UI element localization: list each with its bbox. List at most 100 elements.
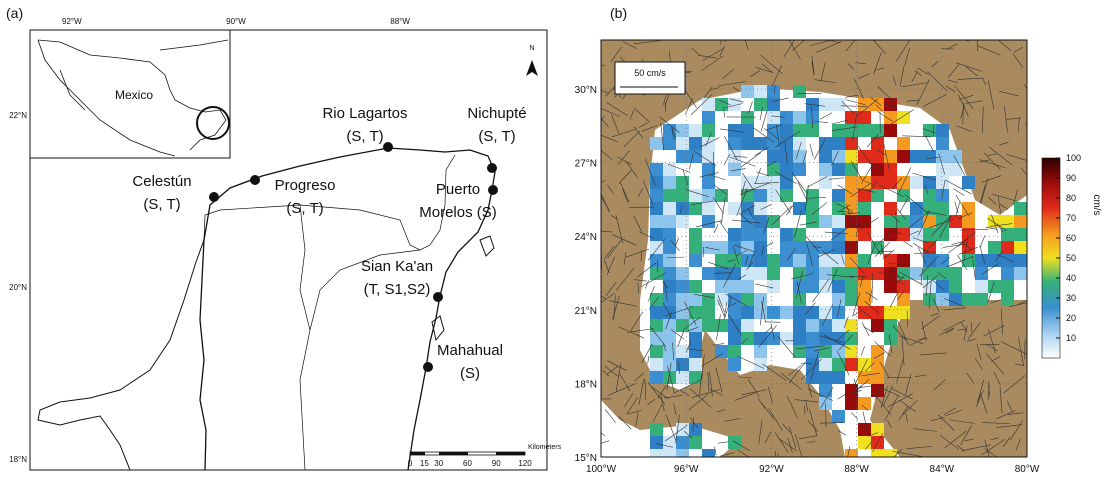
- velocity-cell: [793, 254, 806, 267]
- velocity-cell: [663, 306, 676, 319]
- velocity-cell: [923, 228, 936, 241]
- lon-tick-label: 92°W: [62, 17, 82, 26]
- velocity-cell: [754, 215, 767, 228]
- velocity-cell: [663, 137, 676, 150]
- velocity-cell: [819, 345, 832, 358]
- velocity-cell: [936, 150, 949, 163]
- velocity-cell: [689, 293, 702, 306]
- colorbar-tick-label: 10: [1066, 333, 1076, 343]
- velocity-cell: [871, 189, 884, 202]
- site-marker: [209, 192, 219, 202]
- site-label: (S): [460, 365, 480, 382]
- velocity-cell: [1014, 215, 1027, 228]
- velocity-vector: [583, 271, 601, 293]
- velocity-cell: [871, 241, 884, 254]
- velocity-cell: [832, 293, 845, 306]
- velocity-cell: [884, 163, 897, 176]
- velocity-cell: [1001, 267, 1014, 280]
- site-label: Progreso: [275, 177, 336, 194]
- velocity-cell: [689, 436, 702, 449]
- colorbar-tick-label: 70: [1066, 213, 1076, 223]
- velocity-cell: [767, 189, 780, 202]
- velocity-cell: [702, 449, 715, 462]
- velocity-cell: [650, 137, 663, 150]
- velocity-cell: [832, 371, 845, 384]
- velocity-cell: [858, 202, 871, 215]
- velocity-cell: [728, 202, 741, 215]
- figure: (a) (b) Mexico N Kilometers 50 cm/s cm/s…: [0, 0, 1102, 494]
- velocity-cell: [936, 267, 949, 280]
- velocity-cell: [702, 215, 715, 228]
- velocity-cell: [676, 306, 689, 319]
- velocity-cell: [793, 85, 806, 98]
- velocity-cell: [663, 345, 676, 358]
- velocity-cell: [702, 124, 715, 137]
- lon-tick-label: 100°W: [586, 464, 617, 475]
- site-label: (S, T): [143, 196, 180, 213]
- site-label: Mahahual: [437, 342, 503, 359]
- velocity-cell: [676, 267, 689, 280]
- velocity-cell: [819, 163, 832, 176]
- velocity-cell: [754, 332, 767, 345]
- velocity-vector: [858, 24, 869, 40]
- velocity-cell: [702, 306, 715, 319]
- lon-tick-label: 96°W: [674, 464, 699, 475]
- velocity-cell: [1014, 202, 1027, 215]
- velocity-cell: [845, 345, 858, 358]
- lat-tick-label: 30°N: [575, 85, 597, 96]
- velocity-cell: [897, 293, 910, 306]
- velocity-cell: [858, 215, 871, 228]
- velocity-cell: [832, 410, 845, 423]
- site-label: (S, T): [478, 128, 515, 145]
- velocity-cell: [793, 319, 806, 332]
- lon-tick-label: 80°W: [1015, 464, 1040, 475]
- velocity-cell: [767, 150, 780, 163]
- velocity-cell: [728, 332, 741, 345]
- velocity-cell: [689, 306, 702, 319]
- velocity-cell: [910, 150, 923, 163]
- velocity-cell: [741, 137, 754, 150]
- velocity-cell: [1001, 254, 1014, 267]
- velocity-cell: [845, 254, 858, 267]
- velocity-cell: [845, 267, 858, 280]
- velocity-cell: [715, 241, 728, 254]
- velocity-cell: [676, 202, 689, 215]
- velocity-cell: [689, 241, 702, 254]
- velocity-cell: [845, 280, 858, 293]
- velocity-cell: [949, 163, 962, 176]
- colorbar-tick-label: 30: [1066, 293, 1076, 303]
- velocity-cell: [949, 215, 962, 228]
- velocity-cell: [728, 137, 741, 150]
- velocity-cell: [806, 358, 819, 371]
- velocity-cell: [754, 137, 767, 150]
- inset-label: Mexico: [115, 88, 153, 102]
- velocity-cell: [676, 371, 689, 384]
- velocity-cell: [871, 319, 884, 332]
- velocity-cell: [754, 228, 767, 241]
- velocity-cell: [754, 254, 767, 267]
- velocity-cell: [676, 150, 689, 163]
- velocity-cell: [676, 137, 689, 150]
- velocity-cell: [728, 436, 741, 449]
- velocity-cell: [780, 124, 793, 137]
- velocity-cell: [845, 397, 858, 410]
- velocity-cell: [676, 319, 689, 332]
- velocity-cell: [936, 176, 949, 189]
- velocity-cell: [819, 215, 832, 228]
- site-marker: [433, 292, 443, 302]
- site-marker: [423, 362, 433, 372]
- velocity-cell: [676, 215, 689, 228]
- scale-label: 120: [518, 459, 532, 468]
- site-label: (S, T): [286, 200, 323, 217]
- velocity-cell: [858, 124, 871, 137]
- site-label: Sian Ka'an: [361, 258, 433, 275]
- velocity-cell: [728, 228, 741, 241]
- velocity-cell: [832, 345, 845, 358]
- velocity-cell: [884, 215, 897, 228]
- velocity-cell: [767, 215, 780, 228]
- velocity-cell: [832, 280, 845, 293]
- velocity-cell: [806, 306, 819, 319]
- panel-label: (b): [610, 5, 627, 21]
- lon-tick-label: 84°W: [930, 464, 955, 475]
- scale-label: 0: [408, 459, 413, 468]
